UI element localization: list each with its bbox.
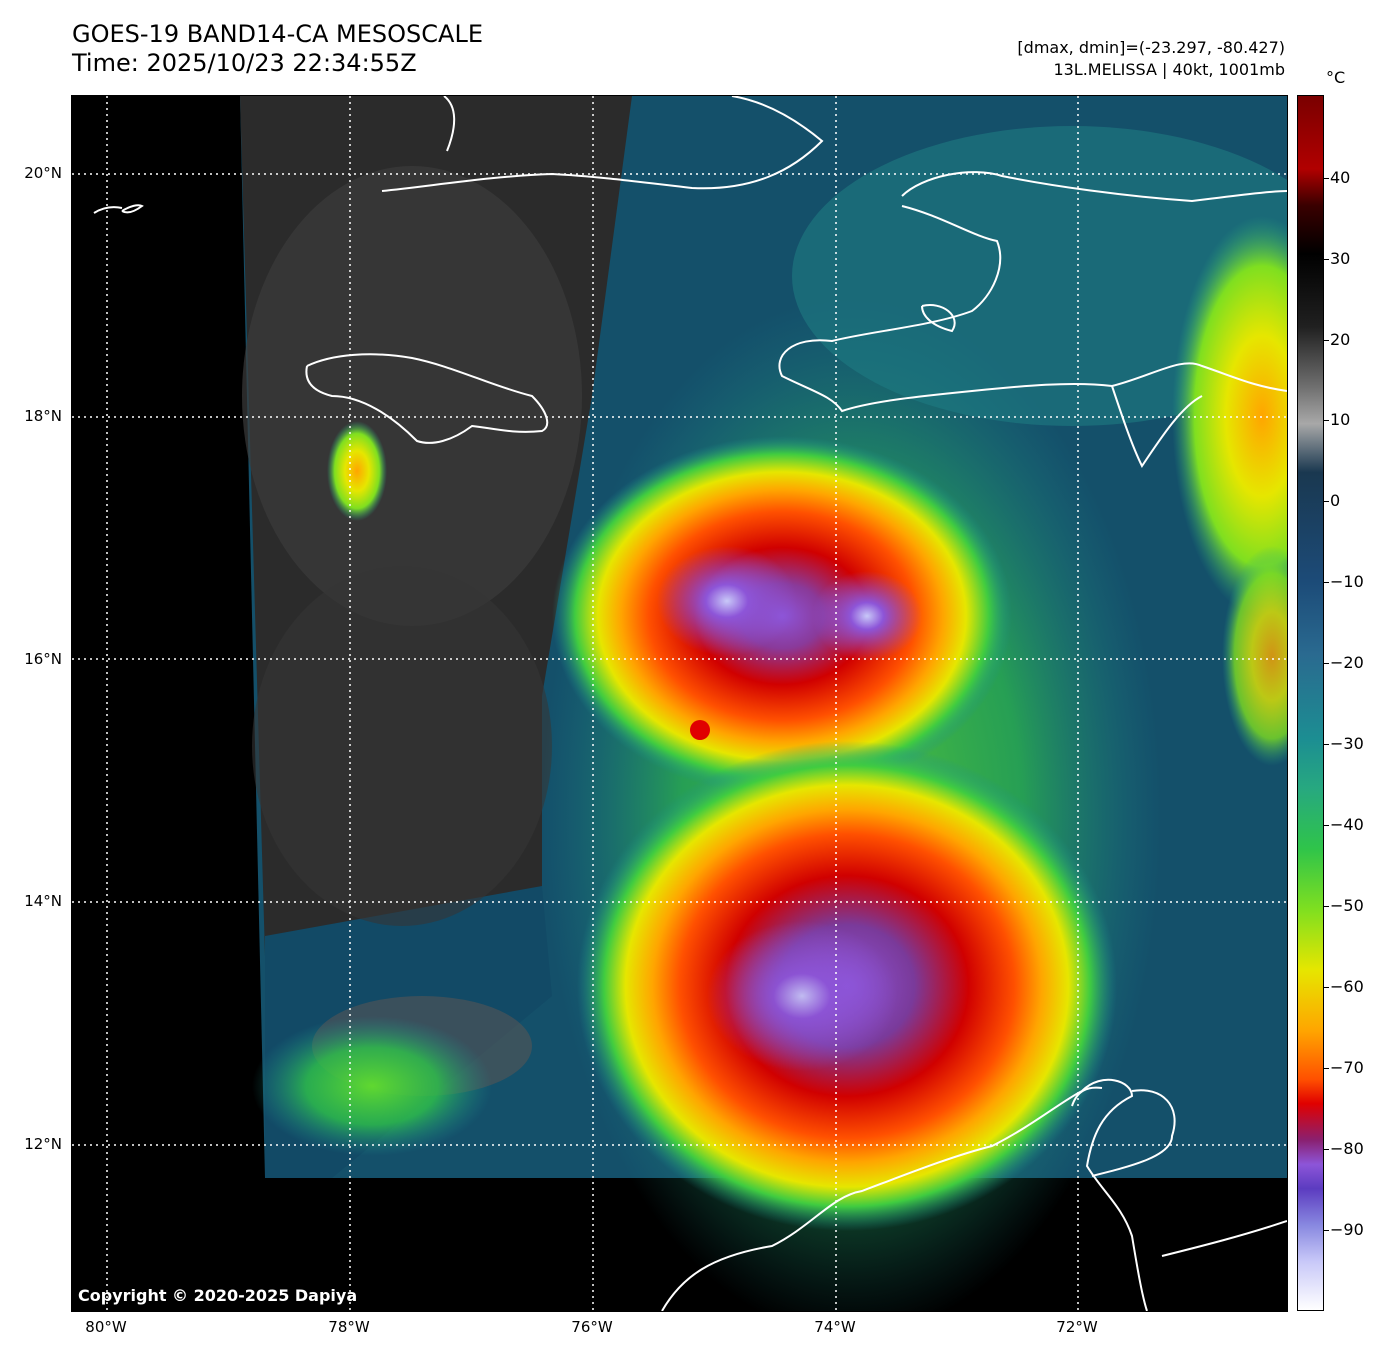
colorbar-label: −50: [1330, 896, 1364, 915]
cuba-coast: [381, 96, 824, 192]
colorbar-unit: °C: [1326, 68, 1346, 87]
temperature-colorbar: [1297, 95, 1324, 1311]
colorbar-tick-mark: [1323, 259, 1329, 260]
storm-info: [dmax, dmin]=(-23.297, -80.427) 13L.MELI…: [1017, 37, 1285, 81]
colorbar-tick-mark: [1323, 1230, 1329, 1231]
colorbar-label: 30: [1330, 249, 1351, 268]
colorbar-tick-mark: [1323, 825, 1329, 826]
colorbar-tick-mark: [1323, 501, 1329, 502]
colorbar-tick-mark: [1323, 1149, 1329, 1150]
satellite-imagery: [72, 96, 1287, 1311]
lon-label-80w: 80°W: [85, 1318, 127, 1336]
colorbar-tick-mark: [1323, 178, 1329, 179]
colorbar-label: 10: [1330, 410, 1351, 429]
lat-label-16n: 16°N: [24, 650, 62, 668]
lon-label-72w: 72°W: [1056, 1318, 1098, 1336]
colorbar-tick-mark: [1323, 582, 1329, 583]
colorbar-label: −30: [1330, 734, 1364, 753]
colorbar-label: −10: [1330, 572, 1364, 591]
colorbar-label: 40: [1330, 168, 1351, 187]
colombia-venezuela-coast: [661, 1078, 1148, 1311]
graticule: [72, 96, 1287, 1311]
lon-label-74w: 74°W: [814, 1318, 856, 1336]
lat-label-20n: 20°N: [24, 164, 62, 182]
title-line-1: GOES-19 BAND14-CA MESOSCALE: [72, 20, 483, 48]
lat-label-18n: 18°N: [24, 407, 62, 425]
colorbar-label: −80: [1330, 1139, 1364, 1158]
satellite-map: Copyright © 2020-2025 Dapiya: [71, 95, 1288, 1312]
colorbar-tick-mark: [1323, 744, 1329, 745]
colorbar-tick-mark: [1323, 340, 1329, 341]
coastlines: [93, 96, 1287, 1311]
colorbar-tick-mark: [1323, 420, 1329, 421]
lat-label-14n: 14°N: [24, 892, 62, 910]
colorbar-label: 0: [1330, 491, 1341, 510]
colorbar-tick-mark: [1323, 663, 1329, 664]
colorbar-tick-mark: [1323, 1068, 1329, 1069]
colorbar-tick-mark: [1323, 987, 1329, 988]
lon-label-78w: 78°W: [328, 1318, 370, 1336]
storm-intensity: 13L.MELISSA | 40kt, 1001mb: [1053, 60, 1285, 79]
temperature-range: [dmax, dmin]=(-23.297, -80.427): [1017, 38, 1285, 57]
colorbar-tick-mark: [1323, 906, 1329, 907]
colorbar-label: −70: [1330, 1058, 1364, 1077]
colorbar-label: 20: [1330, 330, 1351, 349]
colorbar-label: −40: [1330, 815, 1364, 834]
lon-label-76w: 76°W: [571, 1318, 613, 1336]
colorbar-label: −20: [1330, 653, 1364, 672]
copyright-notice: Copyright © 2020-2025 Dapiya: [78, 1286, 358, 1305]
colorbar-label: −60: [1330, 977, 1364, 996]
colorbar-label: −90: [1330, 1220, 1364, 1239]
lat-label-12n: 12°N: [24, 1135, 62, 1153]
title-line-2: Time: 2025/10/23 22:34:55Z: [72, 49, 417, 77]
jamaica-coast: [305, 353, 549, 444]
map-title: GOES-19 BAND14-CA MESOSCALE Time: 2025/1…: [72, 20, 483, 78]
hispaniola-coast: [778, 205, 1287, 413]
